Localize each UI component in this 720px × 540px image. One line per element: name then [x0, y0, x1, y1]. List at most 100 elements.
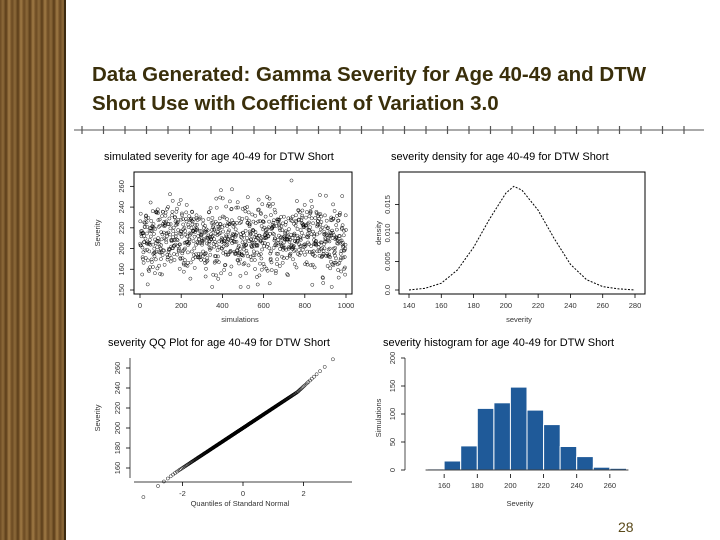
y-tick-label: 150 [388, 380, 397, 393]
scatter-point [247, 218, 251, 223]
scatter-point [143, 248, 148, 253]
scatter-point [243, 209, 248, 214]
scatter-point [303, 252, 307, 257]
scatter-point [185, 234, 189, 239]
scatter-point [300, 213, 305, 218]
scatter-point [305, 249, 310, 254]
scatter-point [168, 222, 173, 226]
scatter-point [312, 265, 317, 270]
scatter-point [214, 196, 219, 201]
scatter-point [341, 233, 346, 238]
scatter-point [151, 222, 156, 226]
scatter-point [248, 222, 252, 227]
scatter-point [318, 193, 322, 197]
x-tick-label: 280 [629, 301, 642, 310]
scatter-point [147, 228, 152, 233]
qq-point [314, 372, 319, 377]
scatter-point [226, 230, 231, 234]
scatter-point [157, 263, 161, 268]
scatter-point [263, 231, 268, 236]
scatter-point [180, 256, 185, 261]
scatter-point [155, 239, 159, 244]
scatter-point [187, 241, 192, 246]
scatter-point [314, 209, 319, 214]
scatter-point [212, 228, 216, 233]
scatter-point [263, 214, 268, 219]
scatter-point [310, 282, 315, 287]
x-tick-label: 0 [138, 301, 142, 310]
x-axis-label: simulations [221, 315, 259, 324]
qq-chart-panel: severity QQ Plot for age 40-49 for DTW S… [93, 337, 352, 508]
x-tick-label: 0 [241, 489, 245, 498]
scatter-point [189, 226, 194, 230]
scatter-point [257, 273, 262, 278]
scatter-point [168, 259, 173, 264]
scatter-point [153, 227, 158, 231]
scatter-point [243, 228, 248, 233]
scatter-point [338, 211, 342, 215]
scatter-point [219, 236, 224, 240]
scatter-point [309, 263, 313, 268]
histogram-bar [576, 456, 594, 471]
scatter-point [286, 216, 291, 221]
scatter-point [212, 244, 217, 249]
x-tick-label: 200 [500, 301, 513, 310]
scatter-point [229, 206, 234, 211]
scatter-point [184, 219, 189, 224]
qq-point [322, 365, 327, 369]
scatter-point [150, 209, 155, 213]
scatter-point [244, 243, 249, 247]
x-tick-label: 400 [216, 301, 229, 310]
scatter-point [254, 233, 258, 238]
scatter-point [153, 257, 158, 262]
scatter-point [316, 219, 320, 223]
scatter-point [304, 215, 308, 220]
scatter-point [272, 207, 277, 212]
scatter-point [222, 263, 227, 268]
scatter-point [176, 217, 181, 222]
y-tick-label: 240 [113, 382, 122, 395]
scatter-point [258, 261, 262, 266]
scatter-point [320, 275, 325, 280]
scatter-point [292, 262, 297, 267]
scatter-point [315, 224, 319, 229]
histogram-bars [404, 358, 629, 471]
scatter-point [148, 242, 153, 247]
scatter-point [296, 236, 300, 241]
scatter-point [172, 215, 177, 220]
scatter-point [211, 220, 215, 225]
scatter-point [204, 259, 209, 264]
scatter-point [328, 266, 333, 271]
scatter-point [241, 262, 246, 267]
scatter-point [315, 232, 319, 237]
scatter-point [273, 236, 277, 241]
scatter-point [175, 238, 180, 243]
scatter-point [146, 258, 150, 263]
slide-title: Data Generated: Gamma Severity for Age 4… [92, 63, 647, 115]
scatter-point [300, 247, 305, 252]
scatter-point [265, 195, 270, 199]
scatter-point [268, 251, 273, 256]
scatter-point [228, 272, 233, 276]
y-tick-label: 220 [113, 402, 122, 415]
chart-title: severity QQ Plot for age 40-49 for DTW S… [108, 337, 330, 349]
scatter-point [171, 229, 176, 233]
scatter-point [210, 227, 214, 232]
scatter-point [292, 231, 297, 236]
scatter-point [259, 224, 264, 228]
scatter-point [326, 247, 331, 252]
scatter-point [328, 255, 332, 260]
scatter-point [233, 227, 238, 232]
scatter-point [252, 258, 257, 262]
scatter-point [160, 253, 165, 257]
scatter-point [261, 220, 266, 224]
scatter-point [246, 263, 251, 268]
scatter-point [343, 272, 347, 277]
scatter-point [159, 243, 163, 247]
scatter-point [253, 267, 257, 271]
scatter-point [202, 238, 206, 243]
scatter-point [155, 207, 160, 212]
scatter-point [259, 267, 264, 272]
scatter-point [211, 223, 216, 228]
scatter-point [319, 247, 323, 252]
